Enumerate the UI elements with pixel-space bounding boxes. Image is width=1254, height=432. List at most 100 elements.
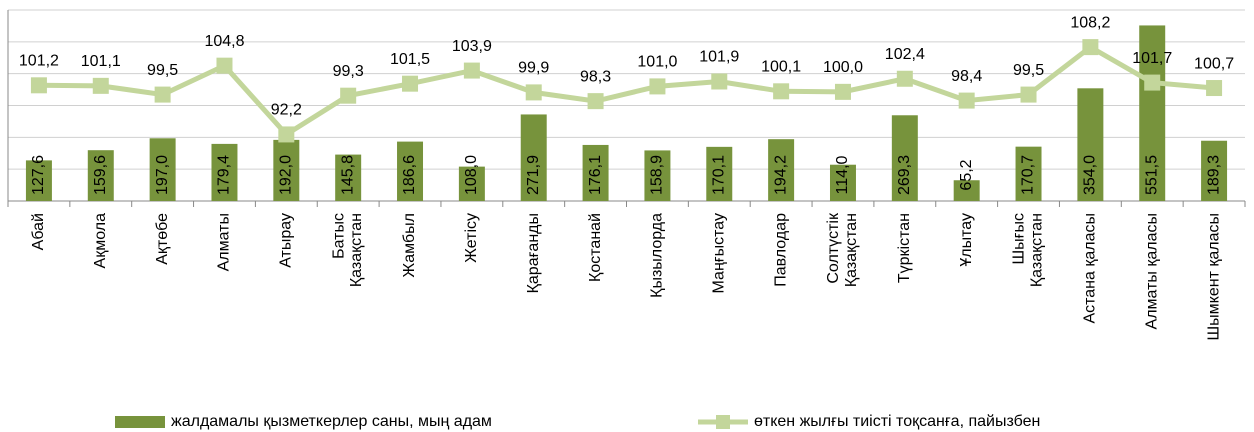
bar-value-label: 197,0 [154, 155, 171, 195]
bar-value-label: 127,6 [30, 155, 47, 195]
line-marker [958, 92, 975, 109]
bar-value-label: 145,8 [339, 155, 356, 195]
bar [768, 139, 795, 201]
line-marker [1082, 39, 1099, 56]
bar [397, 141, 424, 201]
bar [87, 150, 114, 201]
line-value-label: 99,3 [333, 63, 364, 80]
bar-value-label: 551,5 [1143, 155, 1160, 195]
bar [1201, 140, 1228, 201]
bar [706, 146, 733, 201]
x-tick-label: Маңғыстау [710, 213, 727, 293]
x-tick-label: Астана қаласы [1082, 213, 1099, 324]
bar-value-label: 179,4 [216, 155, 233, 195]
line-marker [649, 78, 666, 95]
line-marker [834, 83, 851, 100]
bar-value-label: 189,3 [1205, 155, 1222, 195]
line [38, 44, 1215, 138]
line-marker [1144, 74, 1161, 91]
bar-value-label: 269,3 [896, 155, 913, 195]
x-tick-label: Қостанай [587, 213, 604, 282]
legend-label: өткен жылғы тиісті тоқсанға, пайызбен [754, 413, 1040, 430]
line-marker [773, 83, 790, 100]
line-value-label: 103,9 [452, 38, 492, 55]
bar-value-label: 158,9 [649, 155, 666, 195]
line-value-label: 100,7 [1194, 55, 1234, 72]
legend-marker [716, 415, 730, 429]
x-tick-label: Жетісу [463, 213, 480, 263]
bar [1077, 88, 1104, 201]
line-marker [525, 84, 542, 101]
bar [458, 166, 485, 201]
line-value-label: 101,9 [699, 49, 739, 66]
bar [1139, 25, 1166, 202]
bar [582, 144, 609, 201]
bar [644, 150, 671, 201]
line-marker [402, 75, 419, 92]
bar-value-label: 194,2 [772, 155, 789, 195]
line-marker [154, 86, 171, 103]
line-value-label: 101,7 [1132, 50, 1172, 67]
x-tick-label: Павлодар [772, 213, 789, 287]
line-value-label: 99,5 [1013, 62, 1044, 79]
line-value-label: 100,1 [761, 59, 801, 76]
x-tick-label: Абай [30, 213, 47, 250]
bar-value-label: 114,0 [834, 155, 851, 194]
line-value-label: 100,0 [823, 59, 863, 76]
x-tick-label: Ұлытау [958, 213, 975, 267]
bar [211, 143, 238, 201]
x-tick-label: Түркістан [896, 213, 913, 283]
x-tick-label: Қарағанды [525, 213, 542, 293]
line-marker [587, 93, 604, 110]
x-tick-label: Алматы қаласы [1143, 213, 1160, 329]
bar-value-label: 108,0 [463, 155, 480, 195]
line-marker [340, 87, 357, 104]
x-tick-label: Ақтөбе [154, 213, 171, 265]
bar-value-label: 170,1 [710, 155, 727, 195]
bar [273, 139, 300, 201]
line-marker [1206, 80, 1223, 97]
x-tick-label: Атырау [278, 213, 295, 268]
line-value-label: 101,0 [637, 54, 677, 71]
line-marker [711, 73, 728, 90]
x-tick-label: Ақмола [92, 213, 109, 269]
line-marker [896, 70, 913, 87]
bar-value-label: 186,6 [401, 155, 418, 195]
line-value-label: 92,2 [271, 102, 302, 119]
bar [829, 164, 856, 201]
bar-value-label: 354,0 [1082, 155, 1099, 195]
bar [891, 115, 918, 201]
line-marker [92, 77, 109, 94]
x-tick-label: БатысҚазақстан [331, 213, 366, 287]
x-tick-label: СолтүстікҚазақстан [825, 212, 860, 287]
legend-label: жалдамалы қызметкерлер саны, мың адам [171, 413, 492, 430]
bar-value-label: 271,9 [525, 155, 542, 195]
line-value-label: 98,4 [951, 68, 982, 85]
bar-value-label: 192,0 [278, 155, 295, 195]
bar [1015, 146, 1042, 201]
bar [335, 154, 362, 201]
line-value-label: 99,9 [518, 60, 549, 77]
bar-value-label: 65,2 [958, 159, 975, 190]
legend-swatch [115, 416, 165, 428]
line-marker [30, 77, 47, 94]
line-value-label: 108,2 [1070, 14, 1110, 31]
bar [25, 160, 52, 201]
bar-value-label: 159,6 [92, 155, 109, 195]
line-value-label: 102,4 [885, 46, 925, 63]
bar-value-label: 170,7 [1020, 155, 1037, 195]
line-value-label: 101,2 [19, 53, 59, 70]
line-marker [463, 62, 480, 79]
x-tick-label: ШығысҚазақстан [1011, 213, 1046, 287]
line-value-label: 99,5 [147, 62, 178, 79]
bar [149, 138, 176, 201]
x-tick-label: Қызылорда [649, 213, 666, 298]
x-tick-label: Алматы [216, 213, 233, 271]
line-value-label: 101,1 [81, 53, 121, 70]
x-tick-label: Жамбыл [401, 213, 418, 278]
x-tick-label: Шымкент қаласы [1205, 213, 1222, 340]
bar [520, 114, 547, 201]
line-marker [1020, 86, 1037, 103]
bar-value-label: 176,1 [587, 155, 604, 195]
